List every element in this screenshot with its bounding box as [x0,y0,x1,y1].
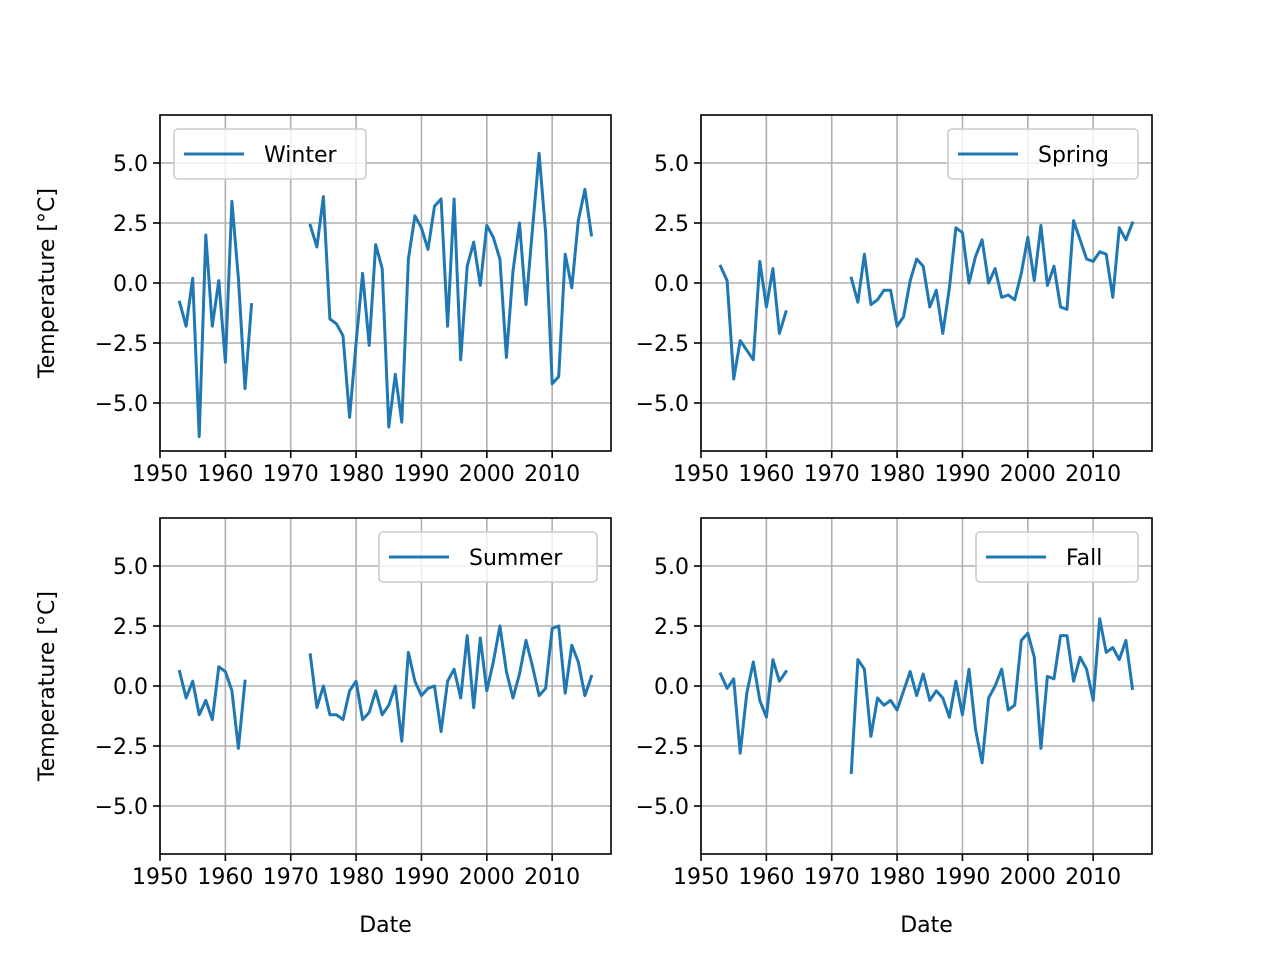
legend-label: Fall [1066,546,1102,571]
legend-box [975,531,1139,583]
subplot-winter: 1950 1960 1970 1980 1990 2000 2010 −5.0 −2.5 0.0 2… [35,114,612,487]
series-line-spring [718,219,1135,381]
x-tick-label: 1960 [738,462,794,487]
y-tick-label: −5.0 [95,392,148,417]
legend-box [378,531,598,583]
x-tick-label: 1950 [673,865,729,890]
legend: Fall [975,531,1139,583]
legend-box [947,128,1139,180]
x-tick-label: 1950 [673,462,729,487]
x-tick-label: 2010 [524,462,580,487]
y-tick-label: −2.5 [95,735,148,760]
legend-label: Spring [1038,143,1109,168]
y-tick-label: 5.0 [113,555,148,580]
legend-label: Summer [469,546,563,571]
y-tick-label: −2.5 [636,735,689,760]
y-tick-label: −2.5 [95,332,148,357]
x-tick-label: 2010 [1065,462,1121,487]
x-tick-label: 1980 [328,865,384,890]
x-tick-label: 2000 [459,462,515,487]
x-tick-label: 1990 [393,462,449,487]
legend-box [173,128,367,180]
subplot-summer: 1950 1960 1970 1980 1990 2000 2010 −5.0 −2.5 0.0 2… [35,517,612,938]
subplot-fall: 1950 1960 1970 1980 1990 2000 2010 −5.0 −2.5 0.0 2… [636,517,1153,938]
y-tick-label: 0.0 [654,675,689,700]
y-tick-label: 0.0 [113,675,148,700]
x-tick-label: 1970 [263,462,319,487]
y-tick-label: −5.0 [95,795,148,820]
x-tick-label: 1970 [804,865,860,890]
x-tick-label: 1970 [263,865,319,890]
y-tick-label: 5.0 [654,152,689,177]
y-axis-label: Temperature [°C] [35,188,60,379]
legend-label: Winter [264,143,337,168]
y-tick-label: −5.0 [636,392,689,417]
y-tick-label: 2.5 [654,615,689,640]
x-tick-label: 1950 [132,462,188,487]
x-tick-label: 1980 [869,865,925,890]
x-tick-label: 2010 [524,865,580,890]
x-axis-label: Date [359,913,412,938]
x-tick-label: 1960 [197,462,253,487]
series-line-winter [177,151,594,439]
x-tick-label: 1990 [393,865,449,890]
y-tick-label: 2.5 [113,615,148,640]
x-tick-label: 1960 [197,865,253,890]
x-tick-label: 1950 [132,865,188,890]
series-line-summer [177,624,594,750]
x-tick-label: 1980 [328,462,384,487]
y-tick-label: 2.5 [113,212,148,237]
legend: Winter [173,128,367,180]
x-tick-label: 2000 [1000,462,1056,487]
y-axis-label: Temperature [°C] [35,591,60,782]
subplot-spring: 1950 1960 1970 1980 1990 2000 2010 −5.0 −2.5 0.0 2… [636,114,1153,487]
legend: Spring [947,128,1139,180]
legend: Summer [378,531,598,583]
x-tick-label: 1990 [934,865,990,890]
x-tick-label: 1960 [738,865,794,890]
y-tick-label: 2.5 [654,212,689,237]
x-axis-label: Date [900,913,953,938]
x-tick-label: 1970 [804,462,860,487]
y-tick-label: −2.5 [636,332,689,357]
x-tick-label: 1990 [934,462,990,487]
y-tick-label: 5.0 [113,152,148,177]
y-tick-label: 0.0 [654,272,689,297]
y-tick-label: −5.0 [636,795,689,820]
y-tick-label: 0.0 [113,272,148,297]
x-tick-label: 2000 [459,865,515,890]
x-tick-label: 1980 [869,462,925,487]
y-tick-label: 5.0 [654,555,689,580]
x-tick-label: 2010 [1065,865,1121,890]
series-line-fall [718,617,1135,774]
x-tick-label: 2000 [1000,865,1056,890]
